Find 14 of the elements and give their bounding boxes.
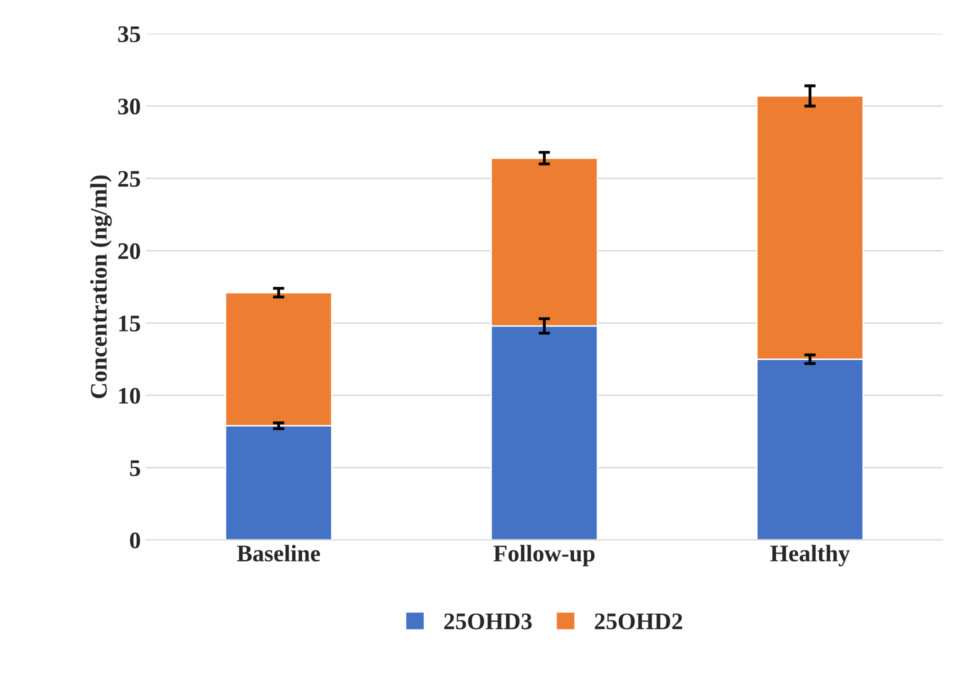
y-tick-label: 35 xyxy=(118,26,140,42)
legend-label: 25OHD2 xyxy=(594,613,682,630)
y-tick-label: 30 xyxy=(118,98,140,114)
y-tick-label: 15 xyxy=(119,316,140,332)
y-tick-label: 0 xyxy=(130,532,140,548)
y-tick-label: 10 xyxy=(119,388,140,404)
y-axis-title: Concentration (ng/ml) xyxy=(90,175,112,398)
legend-label: 25OHD3 xyxy=(444,613,532,630)
x-tick-label: Follow-up xyxy=(494,544,595,566)
y-tick-label: 25 xyxy=(118,170,140,187)
x-tick-label: Healthy xyxy=(770,544,850,566)
y-tick-label: 5 xyxy=(130,460,140,476)
x-tick-label: Baseline xyxy=(237,544,320,562)
y-tick-label: 20 xyxy=(118,243,140,260)
